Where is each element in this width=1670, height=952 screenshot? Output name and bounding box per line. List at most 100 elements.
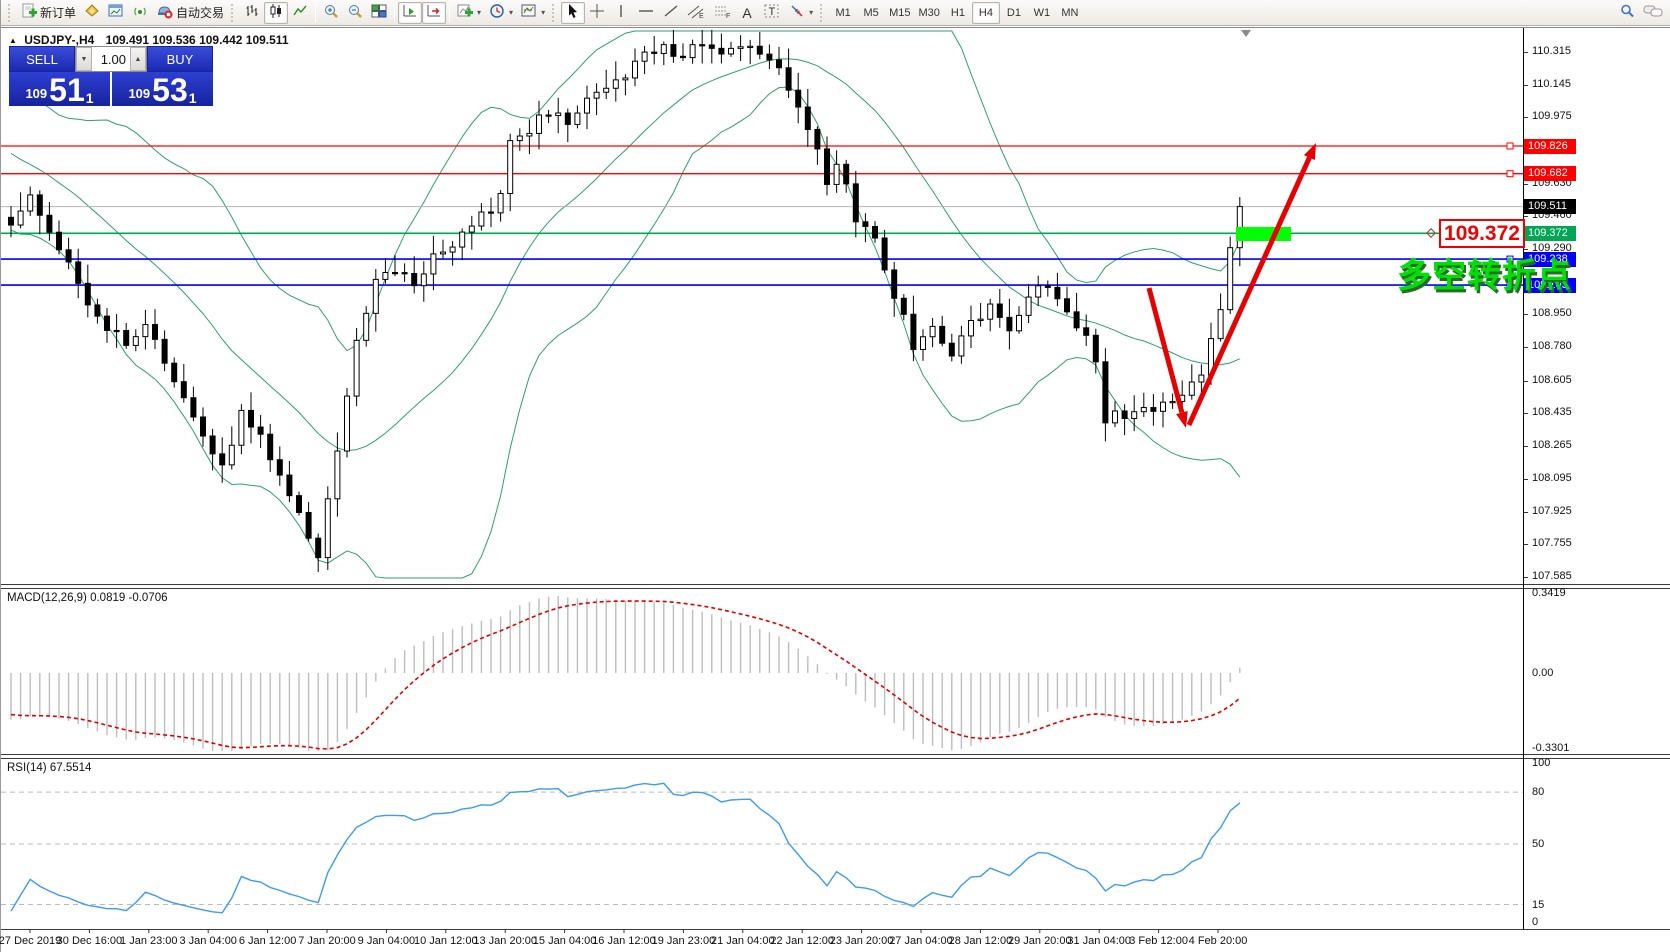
arrows-tool-button[interactable]: ▾ <box>785 2 817 24</box>
templates-button[interactable]: ▾ <box>517 2 549 24</box>
rsi-axis-label: 50 <box>1532 838 1545 850</box>
price-tick-label: 107.925 <box>1532 504 1572 517</box>
timeframe-button-h4[interactable]: H4 <box>971 1 1000 24</box>
sell-button[interactable]: SELL <box>9 46 75 72</box>
new-order-button[interactable]: 新订单 <box>17 2 80 24</box>
market-watch-button[interactable] <box>80 2 104 24</box>
price-callout-label[interactable]: 109.372 <box>1439 219 1525 248</box>
line-chart-icon <box>292 3 308 22</box>
collapse-triangle-icon[interactable]: ▲ <box>9 36 17 45</box>
time-axis-label: 19 Jan 23:00 <box>651 935 716 947</box>
macd-panel[interactable] <box>1 589 1670 754</box>
timeframe-button-m5[interactable]: M5 <box>863 6 879 19</box>
crosshair-tool-button[interactable] <box>585 2 609 24</box>
fibonacci-tool-button[interactable]: F <box>709 2 735 24</box>
timeframe-button-mn[interactable]: MN <box>1061 6 1079 19</box>
chart-title: ▲ USDJPY-,H4 109.491 109.536 109.442 109… <box>9 33 289 47</box>
timeframe-button-m15[interactable]: M15 <box>889 6 911 19</box>
sell-price-base: 109 <box>25 86 48 101</box>
price-tick-label: 107.755 <box>1532 537 1572 550</box>
horizontal-line-tool-button[interactable] <box>633 2 659 24</box>
time-axis-label: 27 Jan 04:00 <box>889 935 953 947</box>
chart-shift-marker-icon[interactable] <box>1241 30 1251 37</box>
label-tool-button[interactable]: T <box>759 2 785 24</box>
timeframe-button-m30[interactable]: M30 <box>918 6 940 19</box>
time-axis-label: 31 Jan 04:00 <box>1067 935 1131 947</box>
add-indicator-button[interactable]: ▾ <box>453 2 485 24</box>
macd-value-main: 0.0819 <box>90 592 126 604</box>
new-order-label: 新订单 <box>40 6 77 20</box>
price-tick-mark <box>1524 216 1528 218</box>
toolbar-separator <box>315 3 317 22</box>
price-line-label[interactable]: 109.372 <box>1524 225 1576 241</box>
chart-shift-button[interactable] <box>422 1 447 24</box>
vertical-line-tool-button[interactable] <box>609 2 633 24</box>
buy-button[interactable]: BUY <box>147 46 213 72</box>
price-line-label[interactable]: 109.103 <box>1524 277 1576 293</box>
signals-button[interactable] <box>128 2 152 24</box>
time-axis-label: 6 Jan 12:00 <box>238 935 297 947</box>
chart-window-button[interactable] <box>104 2 128 24</box>
trendline-tool-button[interactable] <box>659 2 683 24</box>
buy-price-pips: 53 <box>152 72 188 108</box>
zoom-in-button[interactable] <box>319 2 343 24</box>
autotrade-button[interactable]: 自动交易 <box>152 2 228 24</box>
time-axis-label: 21 Jan 04:00 <box>710 935 775 947</box>
panel-separator[interactable] <box>1 584 1670 589</box>
toolbar-separator <box>449 3 451 22</box>
chat-button[interactable] <box>1639 2 1667 24</box>
price-tick-mark <box>1524 347 1528 349</box>
search-button[interactable] <box>1615 2 1639 24</box>
time-axis-label: 29 Jan 20:00 <box>1007 935 1072 947</box>
autotrade-label: 自动交易 <box>176 6 225 20</box>
timeframe-button-h1[interactable]: H1 <box>950 6 965 19</box>
svg-text:F: F <box>726 13 730 19</box>
zoom-out-button[interactable] <box>343 2 367 24</box>
rsi-header: RSI(14) 67.5514 <box>7 762 91 774</box>
timeframe-button-w1[interactable]: W1 <box>1033 6 1051 19</box>
price-tick-mark <box>1524 478 1528 480</box>
channel-tool-button[interactable]: E <box>683 2 709 24</box>
chat-icon <box>1643 3 1663 22</box>
periods-button[interactable]: ▾ <box>485 2 517 24</box>
price-tick-mark <box>1524 249 1528 251</box>
buy-price-base: 109 <box>128 86 151 101</box>
volume-decrease-button[interactable]: ▼ <box>76 47 92 71</box>
time-axis-label: 3 Feb 12:00 <box>1129 935 1188 947</box>
text-tool-button[interactable]: A <box>735 2 759 24</box>
time-axis-label: 15 Jan 04:00 <box>532 935 597 947</box>
timeframe-button-m1[interactable]: M1 <box>835 6 851 19</box>
auto-scroll-button[interactable] <box>398 1 423 24</box>
price-line-label[interactable]: 109.238 <box>1524 251 1576 267</box>
timeframe-button-d1[interactable]: D1 <box>1006 6 1021 19</box>
chinese-annotation-text[interactable]: 多空转折点 <box>1397 257 1572 295</box>
toolbar: 新订单 自动交易 <box>1 0 1670 26</box>
time-axis-label: 13 Jan 20:00 <box>473 935 537 947</box>
volume-value[interactable]: 1.00 <box>100 51 126 67</box>
volume-field: ▼ 1.00 ▲ <box>75 46 147 72</box>
price-line-label[interactable]: 109.826 <box>1524 138 1576 154</box>
rsi-axis-label: 15 <box>1532 898 1545 911</box>
symbol-period-label: USDJPY-,H4 <box>24 33 95 47</box>
price-line-label[interactable]: 109.682 <box>1524 166 1576 182</box>
candlestick-mode-button[interactable] <box>264 1 289 24</box>
rsi-axis-label: 100 <box>1532 757 1551 769</box>
bar-chart-mode-button[interactable] <box>240 2 264 24</box>
toolbar-handle <box>552 3 558 22</box>
one-click-trading-panel: SELL ▼ 1.00 ▲ BUY 109 51 1 109 53 1 <box>9 46 213 106</box>
buy-price-display[interactable]: 109 53 1 <box>112 72 213 106</box>
add-indicator-icon <box>457 3 474 22</box>
text-icon: A <box>742 4 752 21</box>
line-chart-mode-button[interactable] <box>288 2 312 24</box>
rsi-panel[interactable] <box>1 759 1670 929</box>
tile-windows-button[interactable] <box>367 2 391 24</box>
volume-increase-button[interactable]: ▲ <box>130 47 146 71</box>
panel-separator[interactable] <box>1 754 1670 759</box>
cursor-tool-button[interactable] <box>561 1 586 24</box>
rsi-label: RSI(14) <box>7 762 47 774</box>
price-chart-panel[interactable] <box>1 28 1670 584</box>
time-axis[interactable] <box>1 930 1670 952</box>
time-axis-label: 22 Jan 12:00 <box>770 935 834 947</box>
sell-price-display[interactable]: 109 51 1 <box>9 72 110 106</box>
time-axis-label: 23 Jan 20:00 <box>829 935 894 947</box>
